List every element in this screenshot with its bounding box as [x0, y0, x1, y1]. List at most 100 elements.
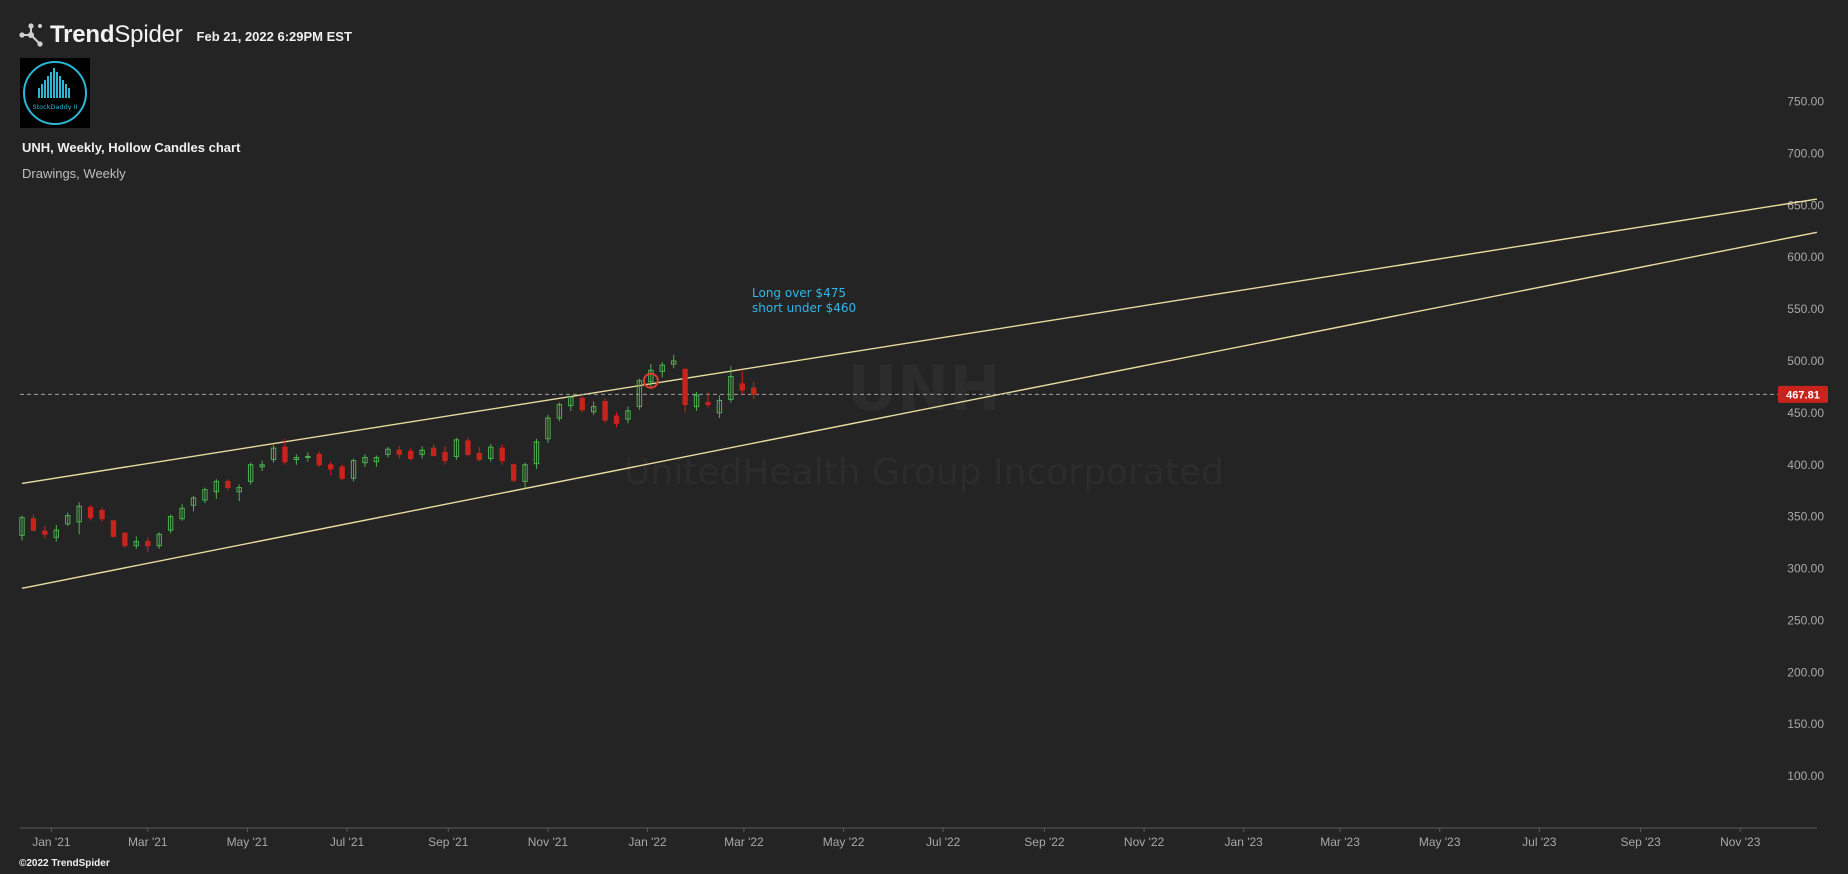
last-price-tag-bg [1778, 385, 1828, 403]
candle-body-up [133, 541, 140, 547]
x-tick-label: Jul '21 [330, 835, 365, 849]
candle-body-up [190, 497, 197, 506]
candle-body-up [293, 456, 300, 461]
x-tick-label: Sep '21 [428, 835, 469, 849]
candle-body-up [728, 376, 734, 400]
x-tick-label: Mar '21 [128, 835, 168, 849]
y-tick-label: 400.00 [1787, 458, 1824, 472]
candle-body-up [716, 399, 723, 414]
candle-body-up [270, 447, 277, 461]
trendspider-logo-icon [19, 23, 43, 47]
candle-body-down [87, 506, 94, 519]
candle-body-down [499, 447, 505, 462]
brand-suffix: Spider [114, 21, 183, 48]
candle-body-up [305, 455, 311, 458]
candle-body-down [476, 452, 483, 461]
candle-body-up [53, 529, 59, 538]
candles [19, 354, 757, 552]
candle-body-up [522, 464, 528, 482]
trendline[interactable] [21, 231, 1818, 589]
candle-body-up [373, 456, 380, 463]
y-tick-label: 150.00 [1787, 717, 1824, 731]
candle-body-down [30, 518, 37, 531]
y-tick-label: 100.00 [1787, 769, 1824, 783]
annotation-line-1[interactable]: Long over $475 [752, 286, 846, 300]
candle-body-down [408, 450, 414, 460]
watermark-symbol: UNH [847, 352, 1001, 425]
candle-body-up [533, 441, 540, 465]
trendlines[interactable] [21, 198, 1818, 589]
y-tick-label: 350.00 [1787, 510, 1824, 524]
candle-body-up [488, 446, 494, 460]
candle-body-down [510, 464, 517, 481]
candle-body-down [42, 530, 48, 535]
candle-body-up [693, 394, 700, 408]
y-tick-label: 500.00 [1787, 354, 1824, 368]
x-tick-label: Nov '23 [1720, 835, 1761, 849]
x-axis: Jan '21 Mar '21 May '21 Jul '21 Sep '21 Nov '… [20, 827, 1817, 849]
brand-name: TrendSpider [50, 21, 183, 49]
candle-body-up [636, 380, 643, 408]
y-tick-label: 700.00 [1787, 146, 1824, 160]
x-tick-label: Sep '22 [1024, 835, 1065, 849]
x-tick-label: Jan '21 [32, 835, 71, 849]
y-tick-label: 550.00 [1787, 302, 1824, 316]
candle-body-down [225, 480, 231, 489]
candle-body-up [167, 516, 174, 531]
avatar: StockDaddy II [20, 58, 90, 128]
candle-body-up [65, 515, 71, 525]
candle-body-up [259, 464, 265, 468]
app-header: TrendSpider Feb 21, 2022 6:29PM EST [18, 18, 352, 52]
candle-body-up [362, 456, 368, 464]
y-tick-label: 250.00 [1787, 613, 1824, 627]
candle-body-up [19, 517, 25, 536]
candle-body-down [122, 532, 128, 547]
y-tick-label: 600.00 [1787, 250, 1824, 264]
x-tick-label: May '22 [823, 835, 865, 849]
chart-timestamp: Feb 21, 2022 6:29PM EST [196, 28, 352, 44]
annotation-line-2[interactable]: short under $460 [752, 301, 856, 315]
candle-body-down [110, 520, 117, 537]
candle-body-up [385, 448, 391, 455]
last-price-tag: 467.81 [1778, 385, 1828, 403]
candle-body-down [613, 415, 620, 424]
candle-body-up [213, 480, 220, 493]
x-tick-label: Jan '23 [1225, 835, 1264, 849]
signal-marker[interactable] [642, 372, 659, 389]
drawings-layer-label[interactable]: Drawings, Weekly [22, 166, 126, 181]
candle-body-down [602, 400, 608, 421]
candle-body-down [396, 449, 402, 455]
x-tick-label: Nov '22 [1124, 835, 1165, 849]
candle-body-down [442, 451, 448, 462]
x-tick-label: Nov '21 [528, 835, 569, 849]
y-tick-label: 750.00 [1787, 95, 1824, 109]
trendline[interactable] [21, 198, 1818, 485]
candle-body-down [430, 447, 437, 456]
candle-body-down [751, 387, 757, 395]
candle-body-up [76, 505, 82, 523]
x-tick-label: Jan '22 [628, 835, 667, 849]
candle-body-up [236, 487, 242, 493]
candle-body-down [339, 466, 345, 479]
candle-body-up [590, 406, 597, 413]
candle-body-down [579, 397, 585, 411]
candle-body-up [659, 364, 665, 372]
candle-body-down [99, 509, 105, 520]
watermark-company-name: UnitedHealth Group Incorporated [624, 452, 1224, 493]
candle-body-up [453, 439, 460, 457]
x-tick-label: Sep '23 [1620, 835, 1661, 849]
y-tick-label: 200.00 [1787, 665, 1824, 679]
avatar-label: StockDaddy II [33, 103, 78, 111]
candle-body-up [568, 396, 574, 407]
x-tick-label: May '21 [227, 835, 269, 849]
y-tick-label: 450.00 [1787, 406, 1824, 420]
candle-body-down [739, 383, 745, 391]
candle-body-down [145, 541, 151, 547]
y-tick-label: 300.00 [1787, 562, 1824, 576]
x-tick-label: Jul '23 [1522, 835, 1557, 849]
candle-body-up [556, 404, 563, 419]
candle-body-down [705, 401, 711, 406]
trendspider-logo[interactable]: TrendSpider [18, 21, 183, 49]
candle-body-down [465, 440, 471, 455]
